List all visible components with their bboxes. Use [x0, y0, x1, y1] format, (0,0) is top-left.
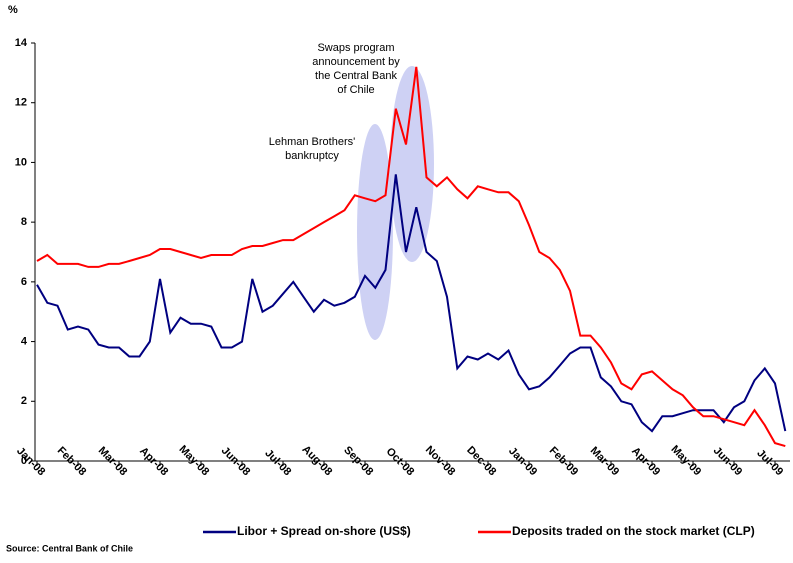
y-tick-label: 8 — [21, 216, 27, 228]
source: Source: Central Bank of Chile — [6, 543, 133, 553]
y-tick-label: 14 — [15, 37, 28, 49]
x-tick-label: Jan-09 — [506, 445, 539, 478]
highlight-ellipse — [357, 124, 393, 340]
x-tick-label: Apr-09 — [629, 445, 662, 478]
x-tick-label: Apr-08 — [137, 445, 170, 478]
legend-label: Libor + Spread on-shore (US$) — [237, 524, 411, 538]
legend-label: Deposits traded on the stock market (CLP… — [512, 524, 755, 538]
annotation: Lehman Brothers' — [269, 136, 355, 148]
y-tick-label: 6 — [21, 276, 27, 288]
annotation: of Chile — [337, 84, 374, 96]
y-tick-label: 10 — [15, 156, 27, 168]
x-tick-label: Jul-09 — [754, 447, 785, 478]
annotation: Swaps program — [317, 42, 394, 54]
x-tick-label: Oct-08 — [384, 445, 417, 478]
x-tick-label: Jul-08 — [262, 447, 293, 478]
y-tick-label: 0 — [21, 455, 27, 467]
y-unit: % — [8, 4, 18, 16]
y-tick-label: 4 — [21, 335, 28, 347]
y-tick-label: 12 — [15, 97, 27, 109]
annotation: bankruptcy — [285, 150, 339, 162]
annotation: the Central Bank — [315, 70, 397, 82]
series-line — [36, 174, 787, 433]
x-tick-label: Jan-08 — [14, 445, 47, 478]
annotation: announcement by — [312, 56, 400, 68]
series-line — [36, 66, 786, 448]
y-tick-label: 2 — [21, 395, 27, 407]
